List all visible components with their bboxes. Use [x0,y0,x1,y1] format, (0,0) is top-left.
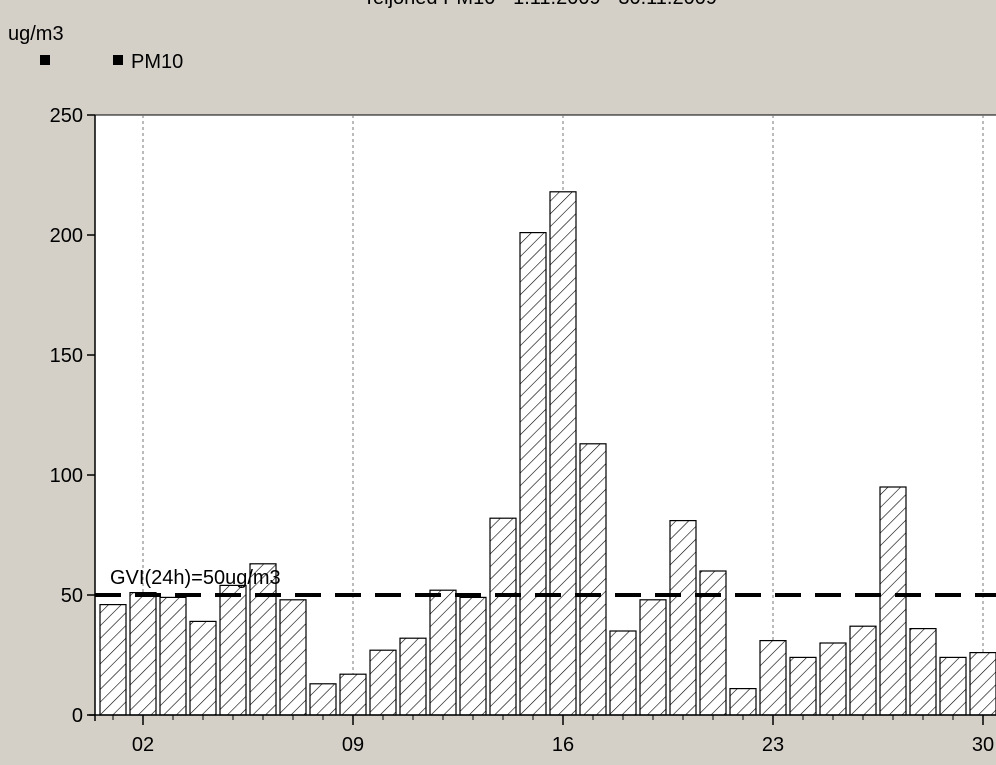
x-tick-label-02: 02 [132,734,154,756]
legend: PM10 [40,51,183,73]
y-tick-label-100: 100 [50,465,83,487]
x-tick-label-30: 30 [972,734,994,756]
y-tick-label-150: 150 [50,345,83,367]
bar-20 [669,519,697,716]
bar-30 [969,651,996,716]
chart-title: Teljoned PM10 - 1.11.2009 - 30.11.2009 [363,0,717,9]
y-tick-label-50: 50 [61,585,83,607]
reference-line-label: GVI(24h)=50ug/m3 [110,567,281,589]
bar-01 [99,603,127,716]
bar-21 [699,570,727,716]
bar-23 [759,639,787,716]
y-tick-label-0: 0 [72,705,83,727]
bar-08 [309,683,337,716]
y-axis-label: ug/m3 [8,23,64,45]
bar-25 [819,642,847,716]
axes [89,115,996,721]
x-axis-ticks: 02 09 16 23 30 [112,715,994,756]
x-tick-label-23: 23 [762,734,784,756]
bar-07 [279,599,307,716]
bar-12 [429,589,457,716]
bar-26 [849,625,877,716]
legend-marker-pm10 [113,55,123,65]
y-axis-ticks: 0 50 100 150 200 250 [50,105,95,727]
bar-17 [579,443,607,716]
bar-29 [939,656,967,716]
bar-14 [489,517,517,716]
bar-02 [129,591,157,716]
x-tick-label-16: 16 [552,734,574,756]
bar-16 [549,191,577,716]
bar-03 [159,596,187,716]
bar-11 [399,637,427,716]
bar-22 [729,687,757,716]
legend-label-pm10: PM10 [131,51,183,73]
bar-18 [609,630,637,716]
reference-line-group: GVI(24h)=50ug/m3 [95,567,996,597]
bar-13 [459,596,487,716]
bar-15 [519,232,547,716]
y-tick-label-250: 250 [50,105,83,127]
bar-24 [789,656,817,716]
bar-06 [249,563,277,716]
bar-10 [369,649,397,716]
bar-04 [189,620,217,716]
bar-09 [339,673,367,716]
bar-05 [219,584,247,716]
bar-19 [639,599,667,716]
legend-marker-0 [40,55,50,65]
x-tick-label-09: 09 [342,734,364,756]
y-tick-label-200: 200 [50,225,83,247]
bar-27 [879,486,907,716]
bar-28 [909,627,937,716]
bars [99,191,996,716]
